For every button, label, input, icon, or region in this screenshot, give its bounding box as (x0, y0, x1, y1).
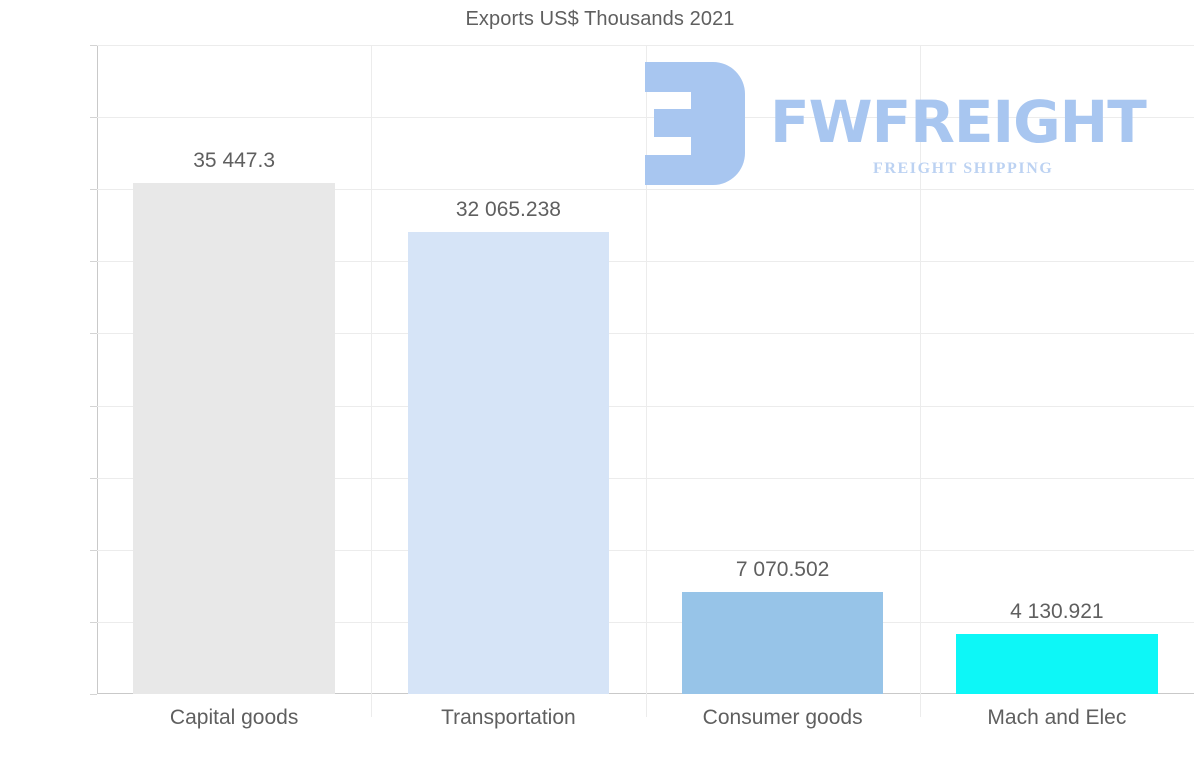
y-axis-tick-mark (90, 405, 97, 407)
plot-area (97, 45, 1194, 717)
y-axis-tick-mark (90, 549, 97, 551)
gridline-vertical (919, 45, 921, 717)
bar-value-label: 32 065.238 (455, 197, 561, 221)
bar-value-label: 7 070.502 (735, 558, 830, 582)
chart-title: Exports US$ Thousands 2021 (465, 8, 735, 30)
x-axis-tick-label: Mach and Elec (987, 706, 1127, 729)
x-axis-tick-label: Transportation (441, 706, 576, 729)
y-axis-tick-mark (90, 621, 97, 623)
y-axis-tick-mark (90, 45, 97, 46)
y-axis-tick-mark (90, 333, 97, 335)
bar[interactable] (133, 182, 335, 694)
y-axis-tick-mark (90, 477, 97, 479)
x-axis-tick-label: Consumer goods (702, 706, 863, 729)
bar-value-label: 4 130.921 (1010, 600, 1104, 624)
gridline-vertical (645, 45, 647, 717)
y-axis-tick-mark (90, 694, 97, 695)
gridline-vertical (371, 45, 373, 717)
x-axis-tick-label: Capital goods (169, 706, 299, 729)
bar[interactable] (407, 231, 610, 694)
y-axis-tick-mark (90, 117, 97, 119)
y-axis-tick-mark (90, 261, 97, 263)
bar[interactable] (681, 592, 884, 694)
bar[interactable] (956, 634, 1158, 694)
bar-value-label: 35 447.3 (193, 148, 275, 172)
y-axis-line (97, 45, 98, 694)
y-axis-tick-mark (90, 189, 97, 191)
